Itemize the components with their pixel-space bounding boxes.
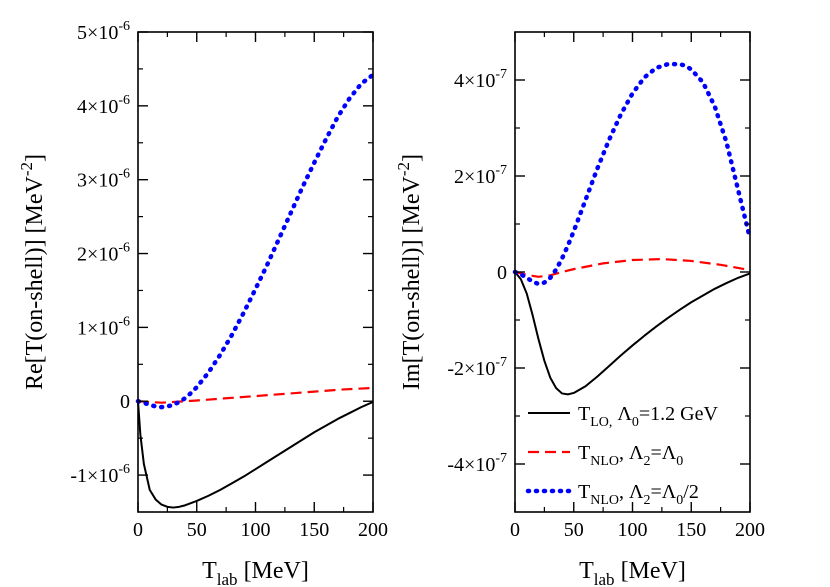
series-line-dashed (514, 257, 751, 278)
y-tick-label: 0 (497, 262, 507, 284)
x-tick-label: 0 (510, 519, 520, 541)
x-tick-label: 100 (241, 519, 271, 541)
y-axis-title: Re[T(on-shell)] [MeV-2] (17, 154, 48, 390)
y-tick-label: 4×10-7 (454, 67, 507, 92)
y-tick-label: 0 (120, 391, 130, 413)
x-tick-label: 50 (564, 519, 584, 541)
x-tick-label: 50 (187, 519, 207, 541)
y-tick-label: 2×10-6 (77, 241, 130, 266)
right-panel: 0 50 100 150 200 -4×10-7 -2×10-7 0 2×10-7 4×10-7 T… (394, 31, 765, 587)
legend-label: TNLO, Λ2=Λ0 (578, 442, 683, 469)
x-axis-title: Tlab [MeV] (202, 558, 309, 587)
y-tick-label: 5×10-6 (77, 19, 130, 44)
plot-frame (514, 31, 751, 513)
series-line-dashed (137, 386, 374, 404)
y-tick-label: -1×10-6 (70, 462, 130, 487)
y-tick-label: -2×10-7 (447, 355, 507, 380)
y-tick-label: 3×10-6 (77, 167, 130, 192)
y-tick-label: 4×10-6 (77, 93, 130, 118)
x-tick-label: 0 (133, 519, 143, 541)
y-axis-title: Im[T(on-shell)] [MeV-2] (394, 154, 425, 390)
y-tick-label: -4×10-7 (447, 451, 507, 476)
x-tick-label: 150 (299, 519, 329, 541)
legend-label: TNLO, Λ2=Λ0/2 (578, 481, 699, 508)
x-tick-label: 150 (676, 519, 706, 541)
plot-frame (137, 31, 374, 513)
x-tick-label: 200 (358, 519, 388, 541)
x-tick-label: 100 (618, 519, 648, 541)
left-panel: 0 50 100 150 200 -1×10-6 0 1×10-6 2×10-6 3×10-6 4×… (17, 19, 388, 587)
series-line-solid (137, 401, 374, 509)
series-line-solid (514, 271, 751, 396)
y-tick-label: 1×10-6 (77, 314, 130, 339)
y-tick-label: 2×10-7 (454, 163, 507, 188)
x-axis-title: Tlab [MeV] (579, 558, 686, 587)
x-tick-label: 200 (735, 519, 765, 541)
series-line-dotted (512, 61, 753, 287)
series-line-dotted (135, 72, 376, 410)
legend-label: TLO, Λ0=1.2 GeV (578, 403, 719, 430)
